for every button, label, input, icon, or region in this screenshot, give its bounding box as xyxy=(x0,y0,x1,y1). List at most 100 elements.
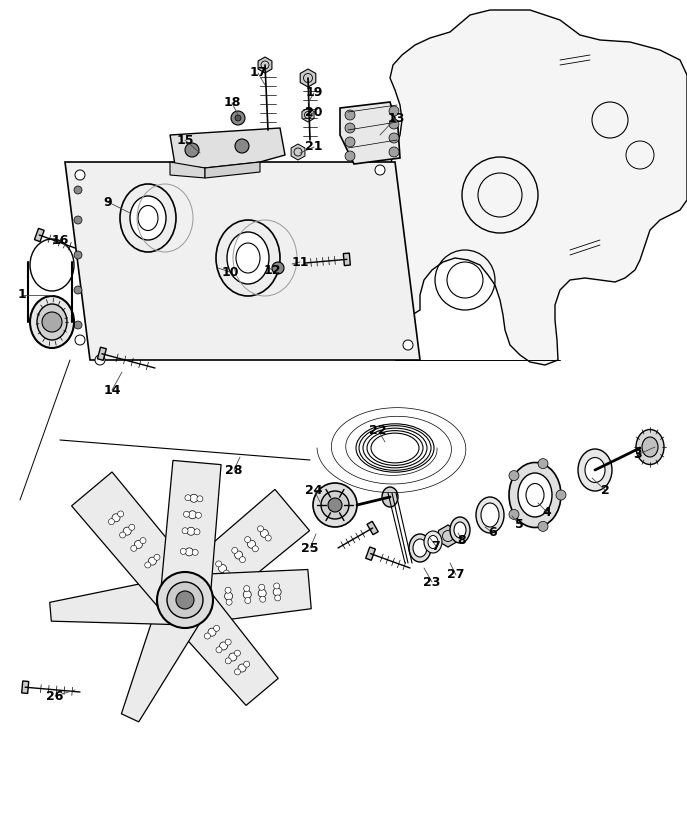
Text: 24: 24 xyxy=(305,483,323,496)
Ellipse shape xyxy=(424,531,442,553)
Circle shape xyxy=(240,557,245,563)
Circle shape xyxy=(74,286,82,294)
Circle shape xyxy=(190,494,198,502)
Circle shape xyxy=(42,312,62,332)
Circle shape xyxy=(223,570,229,576)
Text: 4: 4 xyxy=(543,506,552,519)
Circle shape xyxy=(252,546,258,552)
Circle shape xyxy=(148,557,157,565)
Circle shape xyxy=(345,123,355,133)
Ellipse shape xyxy=(518,473,552,517)
Circle shape xyxy=(117,511,124,517)
Text: 26: 26 xyxy=(46,690,64,702)
Circle shape xyxy=(260,596,266,602)
Circle shape xyxy=(157,572,213,628)
Circle shape xyxy=(145,562,150,568)
Circle shape xyxy=(154,554,160,560)
Circle shape xyxy=(176,591,194,609)
Circle shape xyxy=(216,647,222,653)
Circle shape xyxy=(185,548,193,556)
Ellipse shape xyxy=(227,232,269,284)
Circle shape xyxy=(389,119,399,129)
Ellipse shape xyxy=(382,487,398,507)
Circle shape xyxy=(183,511,190,517)
Circle shape xyxy=(74,216,82,224)
Circle shape xyxy=(234,669,240,675)
Circle shape xyxy=(225,639,231,645)
Text: 14: 14 xyxy=(103,383,121,396)
Circle shape xyxy=(244,661,249,667)
Circle shape xyxy=(180,548,186,554)
Circle shape xyxy=(194,529,200,534)
Text: 12: 12 xyxy=(263,263,281,277)
Text: 28: 28 xyxy=(225,463,243,477)
Circle shape xyxy=(182,528,188,534)
Circle shape xyxy=(321,491,349,519)
Polygon shape xyxy=(98,347,106,360)
Text: 20: 20 xyxy=(305,106,323,118)
Text: 15: 15 xyxy=(177,134,194,146)
Circle shape xyxy=(120,532,126,538)
Text: 21: 21 xyxy=(305,140,323,154)
Text: 5: 5 xyxy=(515,518,523,530)
Circle shape xyxy=(195,512,201,518)
Circle shape xyxy=(389,133,399,143)
Ellipse shape xyxy=(642,437,658,457)
Circle shape xyxy=(112,514,120,522)
Circle shape xyxy=(75,170,85,180)
Text: 13: 13 xyxy=(387,112,405,125)
Circle shape xyxy=(192,549,198,555)
Circle shape xyxy=(345,137,355,147)
Circle shape xyxy=(328,498,342,512)
Circle shape xyxy=(258,526,264,532)
Polygon shape xyxy=(65,162,420,360)
Ellipse shape xyxy=(409,534,431,562)
Circle shape xyxy=(135,540,142,548)
Text: 10: 10 xyxy=(221,265,239,278)
Circle shape xyxy=(273,583,280,589)
Ellipse shape xyxy=(509,463,561,528)
Polygon shape xyxy=(365,547,375,560)
Polygon shape xyxy=(170,162,205,178)
Ellipse shape xyxy=(481,503,499,527)
Circle shape xyxy=(509,510,519,520)
Circle shape xyxy=(185,495,191,501)
Circle shape xyxy=(109,519,115,525)
Text: 17: 17 xyxy=(249,67,267,79)
Circle shape xyxy=(234,650,240,656)
Polygon shape xyxy=(166,584,278,705)
Ellipse shape xyxy=(636,430,664,464)
Polygon shape xyxy=(291,144,305,160)
Polygon shape xyxy=(49,575,187,625)
Circle shape xyxy=(95,355,105,365)
Polygon shape xyxy=(183,569,311,625)
Polygon shape xyxy=(205,162,260,178)
Polygon shape xyxy=(300,69,316,87)
Circle shape xyxy=(265,535,271,541)
Text: 1: 1 xyxy=(18,288,26,301)
Text: 7: 7 xyxy=(431,539,440,553)
Circle shape xyxy=(375,165,385,175)
Circle shape xyxy=(235,139,249,153)
Text: 22: 22 xyxy=(369,424,387,436)
Ellipse shape xyxy=(130,196,166,240)
Text: 3: 3 xyxy=(633,449,641,462)
Circle shape xyxy=(275,595,281,601)
Polygon shape xyxy=(22,681,29,694)
Circle shape xyxy=(197,496,203,501)
Circle shape xyxy=(244,586,250,591)
Circle shape xyxy=(74,186,82,194)
Circle shape xyxy=(216,561,222,567)
Polygon shape xyxy=(340,102,400,164)
Ellipse shape xyxy=(216,220,280,296)
Circle shape xyxy=(225,592,233,601)
Circle shape xyxy=(389,147,399,157)
Text: 9: 9 xyxy=(104,196,112,208)
Circle shape xyxy=(247,540,256,548)
Circle shape xyxy=(231,111,245,125)
Circle shape xyxy=(235,115,241,121)
Circle shape xyxy=(214,625,220,631)
Polygon shape xyxy=(367,521,379,534)
Text: 27: 27 xyxy=(447,568,464,582)
Ellipse shape xyxy=(120,184,176,252)
